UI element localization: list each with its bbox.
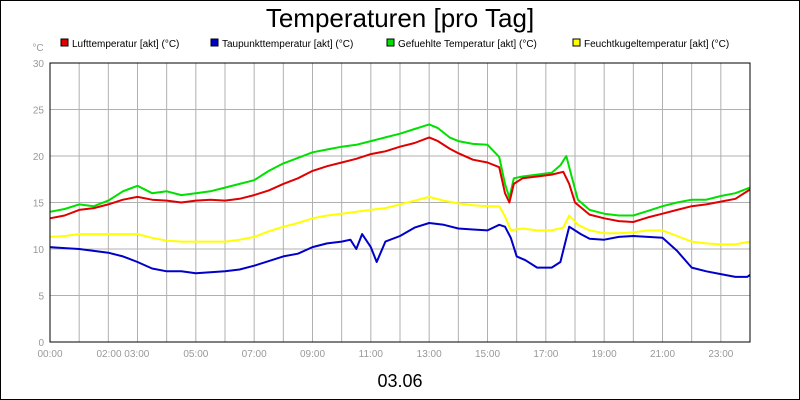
series-lines: [49, 123, 751, 278]
series-line: [49, 222, 751, 278]
y-unit-label: °C: [32, 43, 43, 54]
y-tick-label: 20: [33, 152, 45, 163]
plot-border: [49, 62, 751, 343]
x-tick-label: 09:00: [300, 349, 325, 360]
y-tick-label: 10: [33, 245, 45, 256]
legend-item: Feuchtkugeltemperatur [akt] (°C): [572, 38, 729, 50]
legend-label: Feuchtkugeltemperatur [akt] (°C): [584, 39, 729, 50]
legend-swatch: [60, 38, 69, 47]
legend-item: Taupunkttemperatur [akt] (°C): [210, 38, 353, 50]
x-tick-label: 02:00 03:00: [97, 349, 150, 360]
y-tick-label: 30: [33, 59, 45, 70]
legend-swatch: [210, 38, 219, 47]
y-tick-label: 25: [33, 106, 45, 117]
legend-item: Gefuehlte Temperatur [akt] (°C): [386, 38, 537, 50]
x-tick-label: 15:00: [475, 349, 500, 360]
legend-label: Gefuehlte Temperatur [akt] (°C): [398, 39, 537, 50]
x-tick-label: 23:00: [708, 349, 733, 360]
legend-item: Lufttemperatur [akt] (°C): [60, 38, 179, 50]
x-tick-label: 05:00: [183, 349, 208, 360]
x-tick-label: 00:00: [37, 349, 62, 360]
legend-label: Taupunkttemperatur [akt] (°C): [222, 39, 353, 50]
x-tick-label: 11:00: [359, 349, 384, 360]
x-tick-label: 21:00: [650, 349, 675, 360]
x-tick-label: 07:00: [242, 349, 267, 360]
legend-label: Lufttemperatur [akt] (°C): [72, 39, 179, 50]
series-line: [49, 195, 751, 246]
grid: [50, 62, 750, 343]
series-line: [49, 136, 751, 223]
x-axis-ticks: 00:00 02:00 03:00 05:00 07:00 09:00 11:00 13:0…: [37, 349, 733, 360]
x-tick-label: 19:00: [592, 349, 617, 360]
x-axis-label: 03.06: [377, 371, 422, 391]
y-tick-label: 5: [38, 292, 44, 303]
chart-title: Temperaturen [pro Tag]: [266, 3, 534, 33]
x-tick-label: 13:00: [417, 349, 442, 360]
legend-swatch: [572, 38, 581, 47]
y-tick-label: 15: [33, 199, 45, 210]
legend: Lufttemperatur [akt] (°C) Taupunkttempera…: [60, 38, 729, 50]
legend-swatch: [386, 38, 395, 47]
series-line: [49, 123, 751, 217]
y-axis-ticks: 0 5 10 15 20 25 30: [33, 59, 45, 349]
y-tick-label: 0: [38, 338, 44, 349]
x-tick-label: 17:00: [533, 349, 558, 360]
